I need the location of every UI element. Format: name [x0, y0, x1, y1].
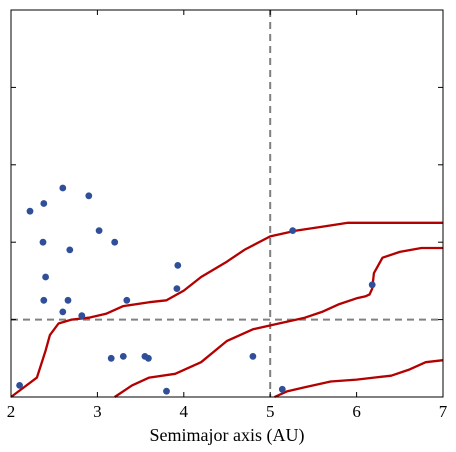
reference-lines [11, 10, 443, 397]
data-point [107, 354, 115, 362]
data-point [174, 262, 182, 269]
x-tick-label: 7 [439, 402, 448, 421]
data-point [59, 184, 67, 192]
data-point [145, 354, 152, 362]
data-point [123, 296, 131, 304]
data-point [173, 285, 181, 292]
x-axis-title: Semimajor axis (AU) [150, 425, 305, 446]
data-point [40, 296, 48, 304]
x-tick-label: 6 [352, 402, 361, 421]
data-point [59, 308, 67, 316]
data-point [39, 238, 47, 246]
scatter-points [16, 184, 376, 395]
data-point [66, 246, 74, 254]
curve-line-2 [114, 246, 443, 398]
data-point [249, 353, 257, 360]
curve-series [10, 221, 444, 399]
data-point [16, 382, 23, 389]
data-point [111, 238, 119, 246]
plot-frame [10, 9, 444, 398]
data-point [119, 353, 127, 360]
x-tick-label: 2 [7, 402, 16, 421]
x-tick-label: 5 [266, 402, 275, 421]
data-point [289, 227, 297, 235]
data-point [42, 273, 49, 281]
data-point [40, 200, 48, 207]
data-point [95, 227, 103, 235]
curve-line-1 [10, 221, 443, 398]
data-point [368, 281, 376, 289]
data-point [78, 312, 86, 320]
data-point [85, 192, 93, 200]
data-point [278, 385, 286, 393]
curve-line-3 [274, 359, 444, 399]
data-point [64, 296, 72, 304]
data-point [163, 387, 170, 395]
data-point [26, 207, 34, 215]
axis-ticks [10, 10, 444, 397]
x-tick-label: 4 [180, 402, 189, 421]
x-tick-labels: 2 3 4 5 6 7 [7, 402, 448, 421]
x-tick-label: 3 [93, 402, 102, 421]
